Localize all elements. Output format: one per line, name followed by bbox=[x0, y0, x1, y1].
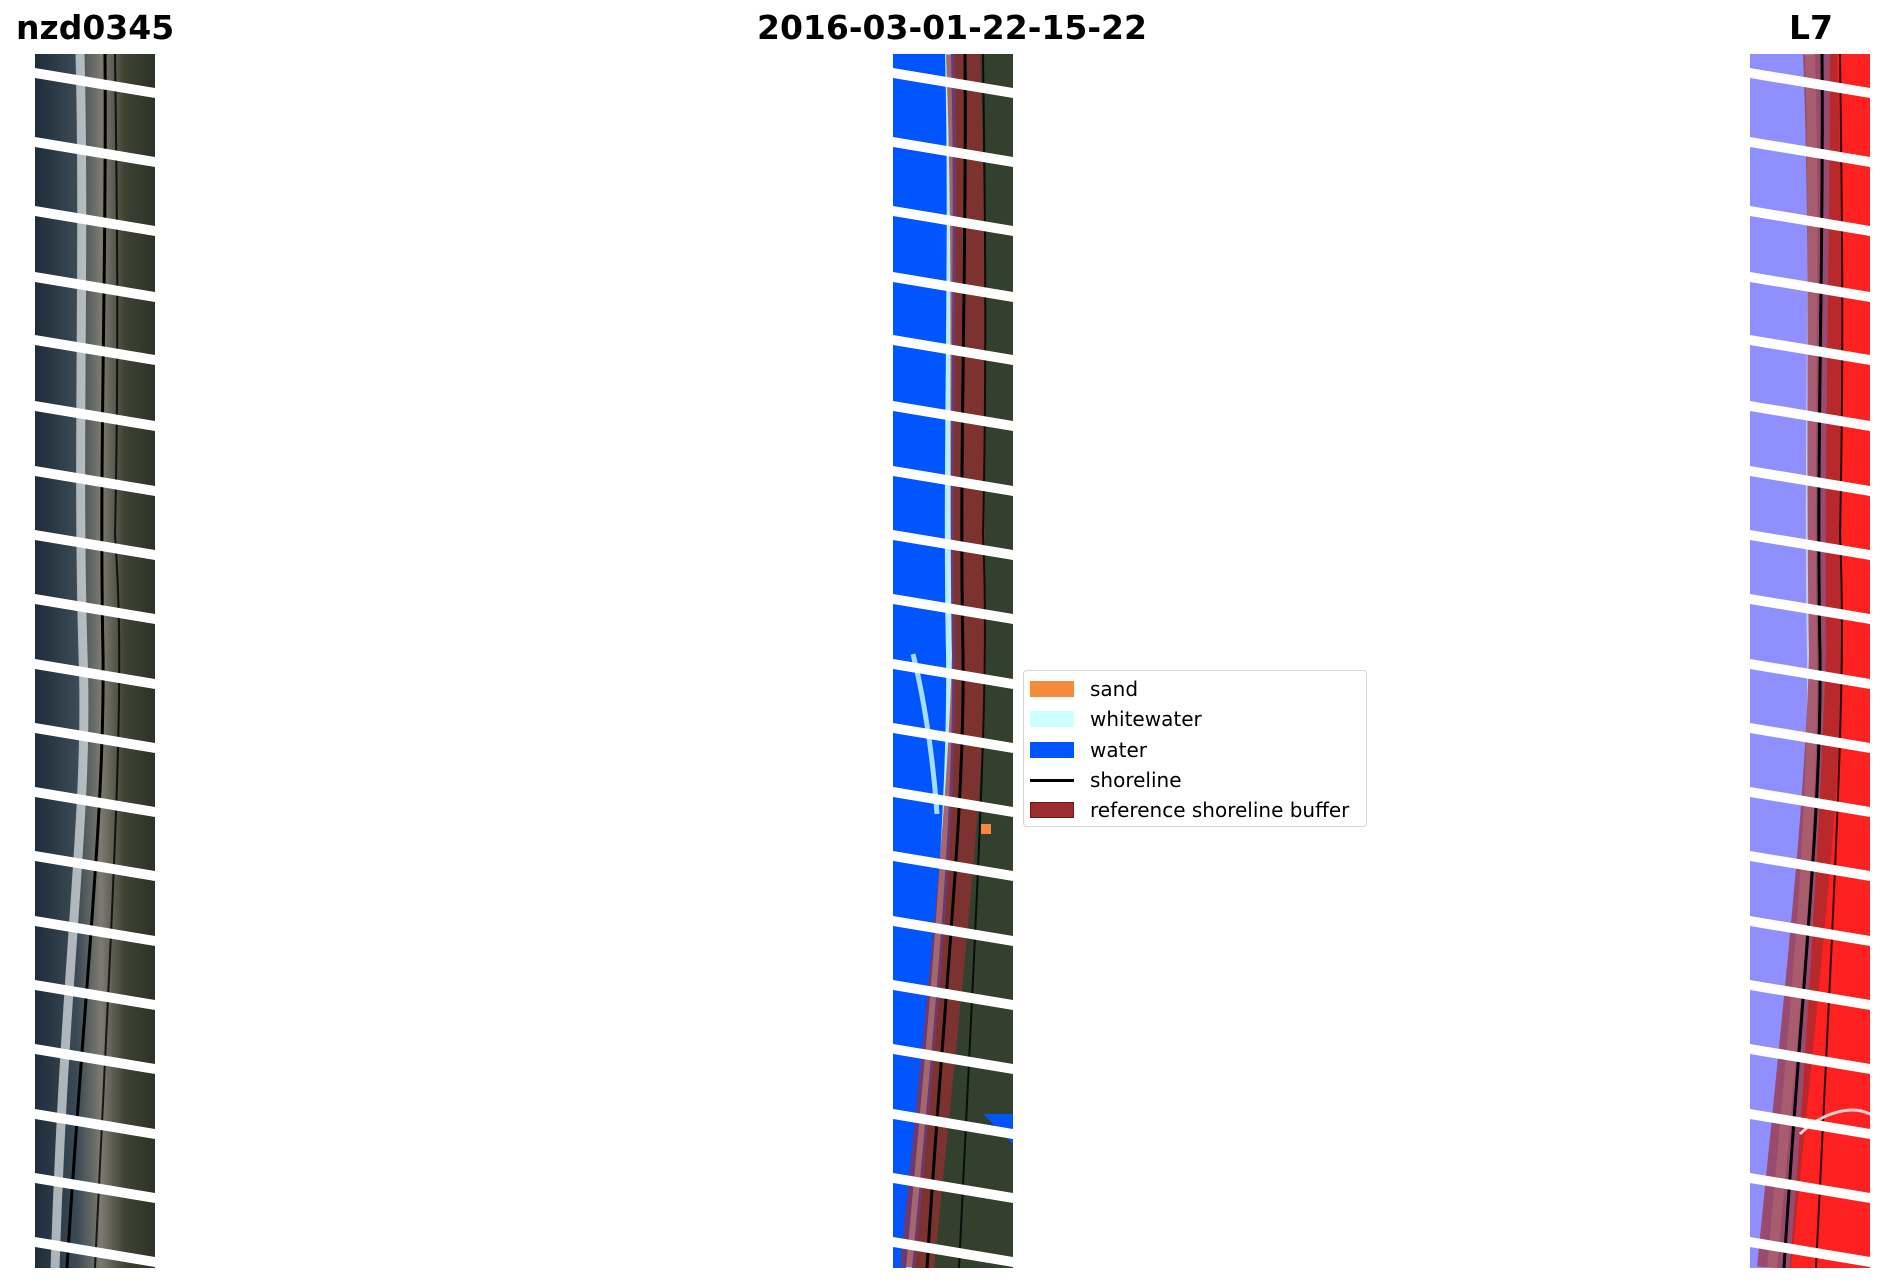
legend: sand whitewater water shoreline referenc… bbox=[1023, 670, 1367, 827]
legend-label-sand: sand bbox=[1090, 677, 1139, 701]
legend-swatch-sand bbox=[1030, 681, 1074, 697]
classified-image-panel bbox=[893, 54, 1013, 1268]
legend-label-shoreline: shoreline bbox=[1090, 768, 1182, 792]
legend-item-shoreline: shoreline bbox=[1030, 768, 1182, 792]
scanline-gaps-classified bbox=[893, 68, 1013, 1267]
legend-swatch-buffer bbox=[1030, 802, 1074, 818]
legend-swatch-shoreline bbox=[1030, 778, 1074, 782]
legend-item-sand: sand bbox=[1030, 677, 1138, 701]
panel-title-rgb: nzd0345 bbox=[16, 8, 175, 47]
panel-title-satellite: L7 bbox=[1789, 8, 1833, 47]
legend-label-whitewater: whitewater bbox=[1090, 707, 1202, 731]
legend-item-buffer: reference shoreline buffer bbox=[1030, 798, 1349, 822]
scanline-gaps-index bbox=[1750, 68, 1870, 1267]
scanline-gaps-rgb bbox=[35, 68, 155, 1267]
rgb-image-panel bbox=[35, 54, 155, 1268]
legend-item-water: water bbox=[1030, 738, 1147, 762]
index-image-panel bbox=[1750, 54, 1870, 1268]
legend-item-whitewater: whitewater bbox=[1030, 707, 1202, 731]
panel-title-date: 2016-03-01-22-15-22 bbox=[757, 8, 1147, 47]
legend-label-water: water bbox=[1090, 738, 1147, 762]
legend-swatch-whitewater bbox=[1030, 711, 1074, 727]
legend-swatch-water bbox=[1030, 742, 1074, 758]
legend-label-buffer: reference shoreline buffer bbox=[1090, 798, 1350, 822]
